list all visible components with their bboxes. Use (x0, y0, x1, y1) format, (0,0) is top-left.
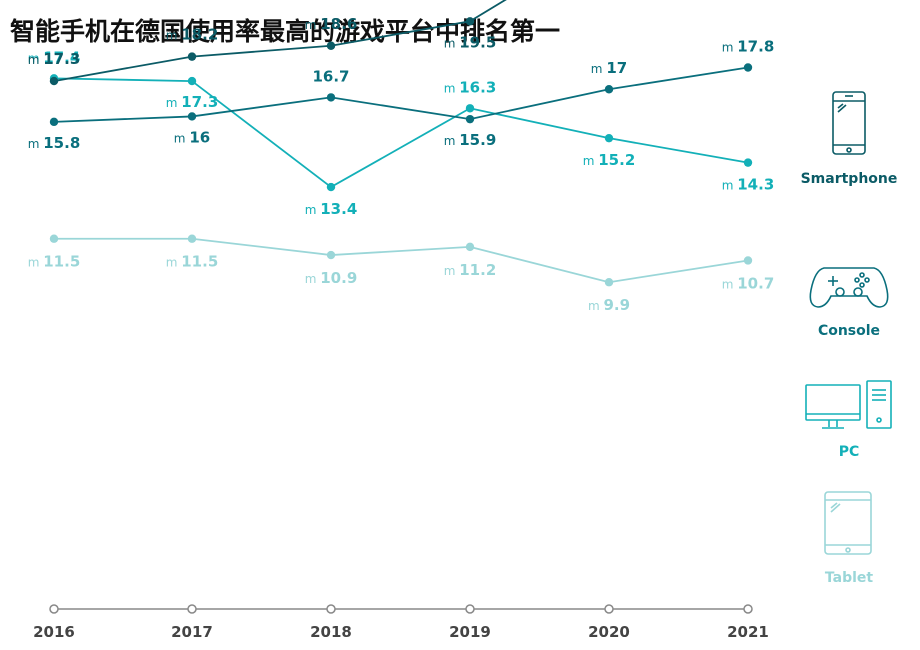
legend-label-smartphone: Smartphone (801, 171, 898, 187)
legend-label-tablet: Tablet (825, 570, 874, 586)
data-point-pc-2018 (326, 182, 336, 192)
legend-label-console: Console (818, 323, 880, 339)
x-tick-label-2016: 2016 (33, 623, 75, 641)
data-label-console-2016: m 15.8 (28, 134, 81, 152)
data-label-smartphone-2018: m 18.6 (305, 15, 358, 33)
data-label-pc-2021: m 14.3 (722, 176, 775, 194)
desktop-pc-icon (805, 380, 892, 429)
data-label-tablet-2019: m 11.2 (444, 261, 497, 279)
data-point-console-2018 (326, 93, 336, 102)
series-line-tablet (54, 237, 749, 284)
data-point-pc-2017 (187, 76, 197, 86)
x-tick-label-2021: 2021 (727, 623, 769, 641)
data-point-tablet-2020 (604, 278, 614, 287)
series-line-pc (53, 77, 749, 189)
data-label-pc-2018: m 13.4 (305, 200, 358, 218)
data-label-console-2017: m 16 (174, 128, 210, 146)
data-point-console-2021 (743, 63, 753, 72)
x-tick-label-2017: 2017 (171, 623, 213, 641)
x-axis-marker-2017 (187, 604, 197, 614)
data-point-smartphone-2017 (187, 52, 197, 61)
data-label-smartphone-2019: m 19.5 (444, 33, 497, 51)
data-point-console-2020 (604, 85, 614, 94)
data-point-console-2019 (465, 114, 475, 124)
data-point-tablet-2018 (326, 250, 336, 260)
data-label-smartphone-2017: m 18.2 (166, 26, 219, 44)
tablet-icon (824, 491, 872, 555)
x-axis-marker-2019 (465, 604, 475, 614)
data-label-tablet-2017: m 11.5 (166, 253, 219, 271)
x-axis-marker-2020 (604, 604, 614, 614)
data-label-console-2021: m 17.8 (722, 37, 775, 55)
data-point-tablet-2016 (49, 234, 59, 243)
data-label-smartphone-2016: m 17.3 (28, 50, 81, 68)
series-line-smartphone (53, 0, 507, 82)
x-axis-marker-2016 (49, 604, 59, 614)
data-label-console-2019: m 15.9 (444, 131, 497, 149)
data-point-tablet-2017 (187, 234, 197, 243)
legend-label-pc: PC (839, 444, 860, 460)
data-label-tablet-2018: m 10.9 (305, 269, 358, 287)
data-label-tablet-2016: m 11.5 (28, 253, 81, 271)
data-point-smartphone-2019 (465, 17, 475, 26)
x-tick-label-2018: 2018 (310, 623, 352, 641)
data-point-tablet-2021 (743, 256, 753, 265)
data-point-tablet-2019 (465, 242, 475, 252)
data-point-console-2017 (187, 112, 197, 121)
data-point-pc-2019 (465, 104, 475, 113)
x-axis-marker-2018 (326, 604, 336, 614)
data-point-pc-2020 (604, 133, 614, 143)
series-line-console (53, 66, 749, 123)
data-label-tablet-2021: m 10.7 (722, 274, 775, 292)
data-point-smartphone-2016 (49, 76, 59, 86)
gamepad-icon (809, 267, 889, 308)
data-label-console-2020: m 17 (591, 59, 627, 77)
data-point-smartphone-2018 (326, 41, 336, 50)
data-point-pc-2021 (743, 158, 753, 167)
smartphone-icon (832, 91, 866, 155)
data-label-tablet-2020: m 9.9 (588, 296, 630, 314)
data-label-pc-2017: m 17.3 (166, 93, 219, 111)
x-tick-label-2020: 2020 (588, 623, 630, 641)
data-label-pc-2016: m 17.4 (28, 48, 81, 66)
data-point-console-2016 (49, 117, 59, 127)
data-label-console-2018: 16.7 (312, 67, 349, 85)
data-label-pc-2020: m 15.2 (583, 151, 636, 169)
data-label-pc-2019: m 16.3 (444, 78, 497, 96)
x-axis-marker-2021 (743, 604, 753, 614)
x-tick-label-2019: 2019 (449, 623, 491, 641)
